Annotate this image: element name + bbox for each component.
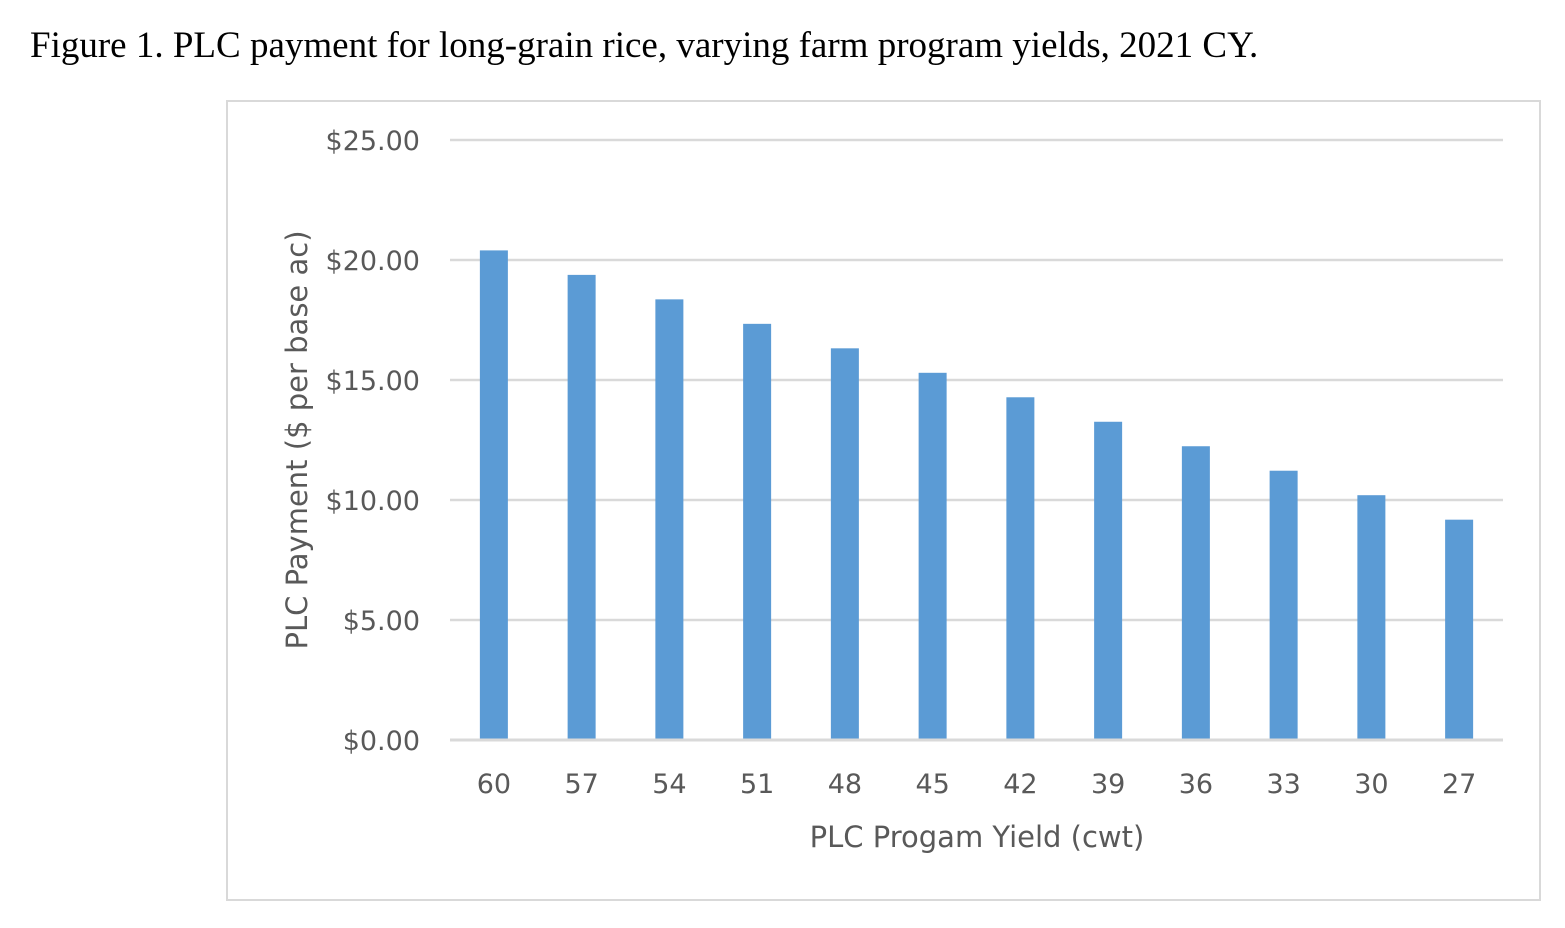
y-tick-label: $25.00	[326, 126, 420, 157]
x-tick-label: 57	[564, 769, 598, 800]
y-tick-label: $0.00	[343, 726, 420, 757]
chart-frame	[226, 100, 1541, 901]
x-tick-label: 42	[1003, 769, 1037, 800]
bar	[655, 299, 684, 739]
bar	[918, 372, 947, 739]
figure-title: Figure 1. PLC payment for long-grain ric…	[30, 25, 1259, 66]
bar	[1357, 495, 1386, 739]
y-tick-label: $15.00	[326, 366, 420, 397]
y-tick-label: $20.00	[326, 246, 420, 277]
y-tick-label: $5.00	[343, 606, 420, 637]
bar	[1094, 421, 1123, 739]
x-tick-label: 27	[1442, 769, 1476, 800]
bar	[1006, 397, 1035, 739]
bar	[743, 323, 772, 739]
x-tick-label: 36	[1179, 769, 1213, 800]
bar	[1269, 470, 1298, 739]
x-tick-label: 33	[1266, 769, 1300, 800]
x-tick-label: 45	[915, 769, 949, 800]
y-axis-label: PLC Payment ($ per base ac)	[280, 230, 314, 649]
bar	[830, 348, 859, 739]
x-tick-label: 39	[1091, 769, 1125, 800]
x-tick-label: 54	[652, 769, 686, 800]
x-tick-label: 48	[828, 769, 862, 800]
y-tick-label: $10.00	[326, 486, 420, 517]
x-tick-label: 30	[1354, 769, 1388, 800]
x-axis-label: PLC Progam Yield (cwt)	[810, 820, 1145, 854]
x-tick-label: 60	[477, 769, 511, 800]
x-tick-label: 51	[740, 769, 774, 800]
bar	[1445, 519, 1474, 739]
bar	[567, 274, 596, 739]
bar	[1181, 446, 1210, 739]
bar	[479, 250, 508, 739]
